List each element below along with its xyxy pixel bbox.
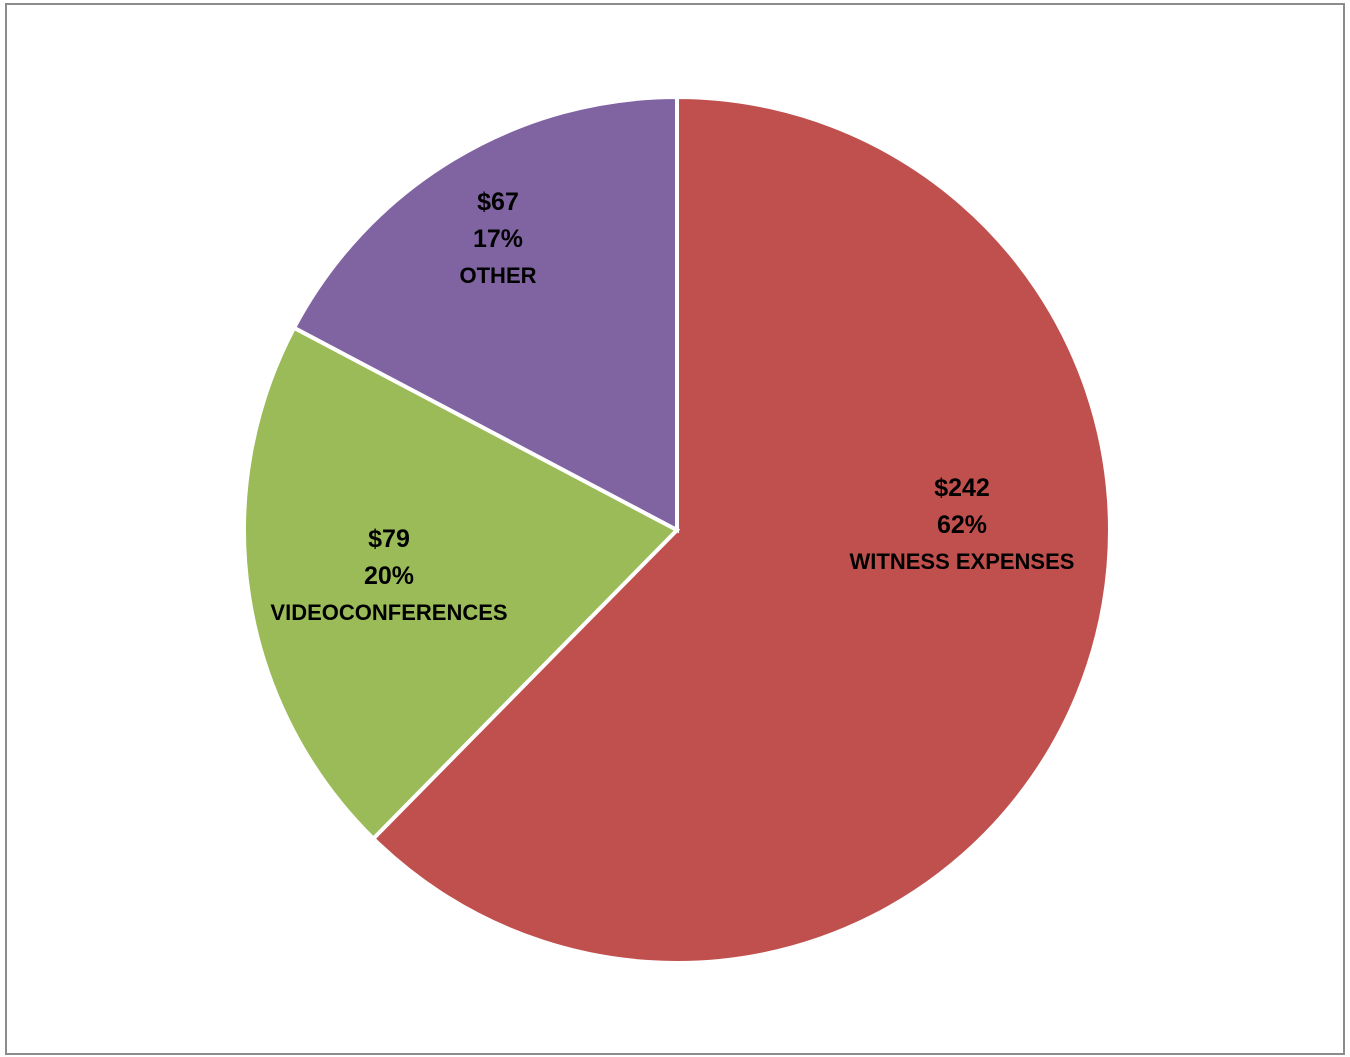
slice-percent-label: 20% [364, 562, 414, 590]
pie-slice-videoconferences [242, 325, 681, 842]
pie-slice-other [291, 94, 679, 534]
slice-percent-label: 62% [937, 511, 987, 539]
slice-category-label: WITNESS EXPENSES [850, 549, 1075, 574]
slice-value-label: $67 [477, 188, 519, 216]
slice-label-witness-expenses: $242 62% WITNESS EXPENSES [850, 474, 1075, 574]
pie-labels: $242 62% WITNESS EXPENSES $79 20% VIDEOCONFER… [270, 188, 1074, 625]
slice-value-label: $79 [368, 525, 410, 553]
pie-slices [242, 94, 1112, 965]
slice-label-other: $67 17% OTHER [460, 188, 537, 288]
pie-slice-witness-expenses [370, 94, 1112, 965]
slice-category-label: VIDEOCONFERENCES [270, 600, 507, 625]
slice-label-videoconferences: $79 20% VIDEOCONFERENCES [270, 525, 507, 625]
slice-value-label: $242 [934, 474, 990, 502]
slice-category-label: OTHER [460, 263, 537, 288]
slice-percent-label: 17% [473, 225, 523, 253]
